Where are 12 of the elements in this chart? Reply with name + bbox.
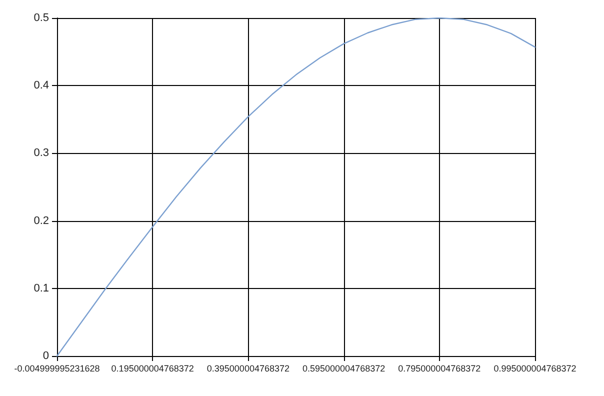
- y-tick-label: 0.4: [34, 80, 49, 92]
- y-tick-label: 0.1: [34, 282, 49, 294]
- x-tick-label: -0.004999995231628: [14, 364, 100, 374]
- x-tick-label: 0.395000004768372: [206, 364, 290, 374]
- x-tick-label: 0.995000004768372: [494, 364, 576, 374]
- y-tick-label: 0.3: [34, 147, 49, 160]
- x-tick-label: 0.595000004768372: [302, 364, 386, 374]
- x-tick-label: 0.195000004768372: [111, 364, 194, 374]
- y-tick-label: 0.5: [34, 12, 49, 24]
- x-tick-label: 0.795000004768372: [398, 364, 481, 374]
- y-tick-label: 0: [42, 350, 49, 362]
- y-tick-label: 0.2: [34, 214, 49, 227]
